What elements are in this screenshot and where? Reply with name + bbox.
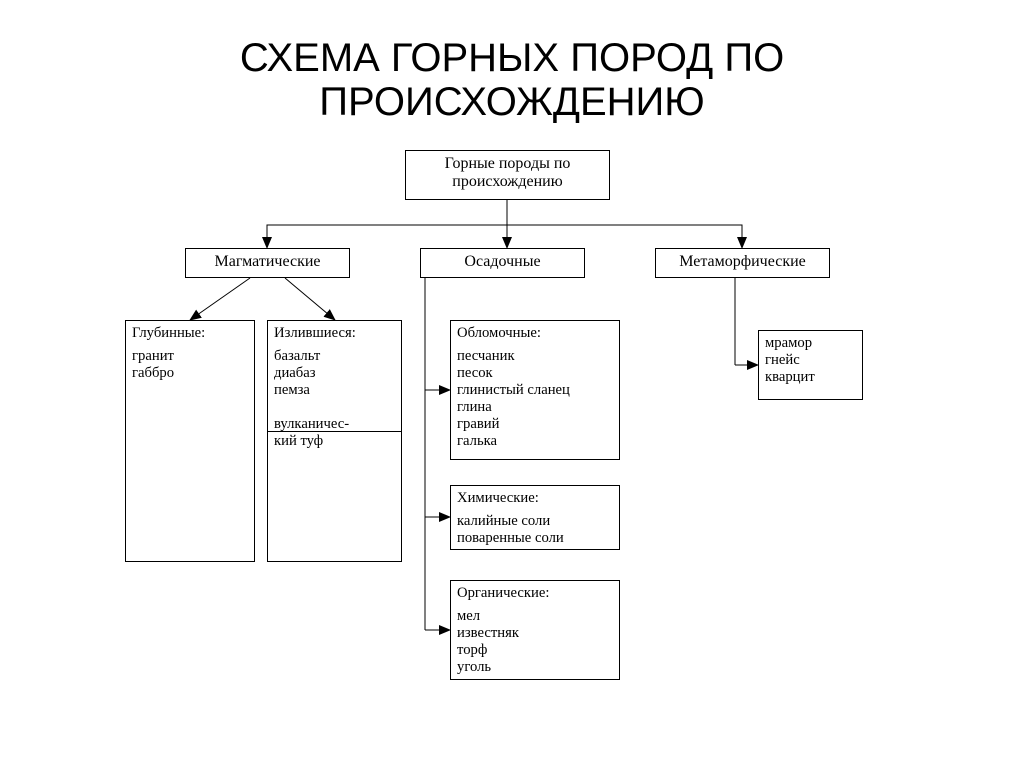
metamorphic-examples-box: мраморгнейскварцит (758, 330, 863, 400)
clastic-line-5: галька (457, 433, 613, 450)
chemical-header: Химические: (457, 490, 613, 507)
chemical-line-1: поваренные соли (457, 530, 613, 547)
metamorphic_examples-line-0: мрамор (765, 335, 856, 352)
edge-3 (190, 278, 250, 320)
organic-line-0: мел (457, 608, 613, 625)
sedimentary-label: Осадочные (427, 253, 578, 271)
edge-2 (507, 200, 742, 248)
title-line2: ПРОИСХОЖДЕНИЮ (0, 80, 1024, 125)
chemical-box: Химические: калийные солиповаренные соли (450, 485, 620, 550)
extrusive-line-3 (274, 399, 395, 416)
organic-box: Органические: мелизвестнякторфуголь (450, 580, 620, 680)
magmatic-label: Магматические (192, 253, 343, 271)
deep-body: гранитгаббро (132, 348, 248, 382)
metamorphic-examples-body: мраморгнейскварцит (765, 335, 856, 386)
clastic-header: Обломочные: (457, 325, 613, 342)
clastic-line-4: гравий (457, 416, 613, 433)
metamorphic_examples-line-1: гнейс (765, 352, 856, 369)
clastic-line-0: песчаник (457, 348, 613, 365)
extrusive-line-5: кий туф (274, 433, 395, 450)
organic-line-1: известняк (457, 625, 613, 642)
organic-line-2: торф (457, 642, 613, 659)
metamorphic-label: Метаморфические (662, 253, 823, 271)
clastic-line-3: глина (457, 399, 613, 416)
extrusive-divider (268, 431, 401, 432)
deep-line-1: габбро (132, 365, 248, 382)
extrusive-line-0: базальт (274, 348, 395, 365)
deep-header: Глубинные: (132, 325, 248, 342)
root-box: Горные породы по происхождению (405, 150, 610, 200)
chemical-body: калийные солиповаренные соли (457, 513, 613, 547)
metamorphic-box: Метаморфические (655, 248, 830, 278)
sedimentary-box: Осадочные (420, 248, 585, 278)
root-line2: происхождению (412, 173, 603, 191)
root-line1: Горные породы по (412, 155, 603, 173)
organic-header: Органические: (457, 585, 613, 602)
extrusive-body: базальтдиабазпемза вулканичес-кий туф (274, 348, 395, 450)
extrusive-header: Излившиеся: (274, 325, 395, 342)
clastic-body: песчаникпесокглинистый сланецглинагравий… (457, 348, 613, 450)
extrusive-line-1: диабаз (274, 365, 395, 382)
clastic-box: Обломочные: песчаникпесокглинистый слане… (450, 320, 620, 460)
edge-4 (285, 278, 335, 320)
deep-line-0: гранит (132, 348, 248, 365)
organic-line-3: уголь (457, 659, 613, 676)
magmatic-box: Магматические (185, 248, 350, 278)
diagram-canvas: { "type": "tree", "background_color": "#… (0, 0, 1024, 768)
clastic-line-2: глинистый сланец (457, 382, 613, 399)
edge-0 (267, 200, 507, 248)
extrusive-box: Излившиеся: базальтдиабазпемза вулканиче… (267, 320, 402, 562)
organic-body: мелизвестнякторфуголь (457, 608, 613, 676)
title-line1: СХЕМА ГОРНЫХ ПОРОД ПО (0, 36, 1024, 81)
deep-box: Глубинные: гранитгаббро (125, 320, 255, 562)
metamorphic_examples-line-2: кварцит (765, 369, 856, 386)
chemical-line-0: калийные соли (457, 513, 613, 530)
clastic-line-1: песок (457, 365, 613, 382)
extrusive-line-2: пемза (274, 382, 395, 399)
